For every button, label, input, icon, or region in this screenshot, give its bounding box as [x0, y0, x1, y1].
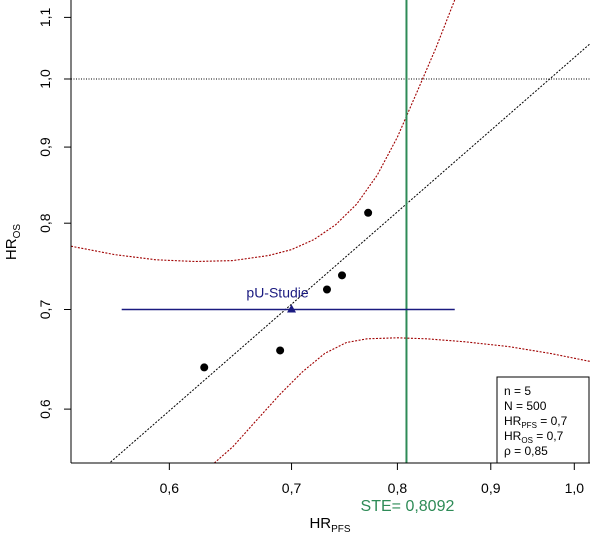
legend-entry-4: HROS = 0,7 — [504, 429, 564, 445]
x-tick-label: 0,8 — [388, 480, 408, 496]
y-axis-title: HROS — [3, 224, 23, 260]
study-label: pU-Studie — [246, 284, 308, 300]
x-tick-label: 0,6 — [160, 480, 180, 496]
x-axis-title: HRPFS — [309, 515, 350, 535]
legend-entry-1: n = 5 — [504, 384, 531, 398]
legend-entry-5: ρ = 0,85 — [504, 444, 548, 458]
data-point-1 — [200, 363, 209, 372]
regression-line — [108, 43, 590, 463]
y-tick-label: 0,8 — [37, 213, 53, 233]
legend-box — [496, 376, 590, 464]
prediction-band-lower — [213, 337, 590, 463]
data-point-2 — [276, 346, 285, 355]
x-tick-label: 1,0 — [565, 480, 585, 496]
y-tick-label: 0,9 — [37, 137, 53, 157]
data-point-5 — [364, 208, 373, 217]
y-tick-label: 1,1 — [37, 7, 53, 27]
y-tick-label: 1,0 — [37, 69, 53, 89]
legend-entry-3: HRPFS = 0,7 — [504, 414, 568, 430]
prediction-band-upper — [71, 0, 456, 263]
x-tick-label: 0,7 — [282, 480, 302, 496]
ste-label: STE= 0,8092 — [361, 498, 455, 515]
y-tick-label: 0,6 — [37, 399, 53, 419]
data-point-3 — [322, 285, 331, 294]
legend-entry-2: N = 500 — [504, 399, 547, 413]
y-tick-label: 0,7 — [37, 300, 53, 320]
data-point-4 — [338, 271, 347, 280]
study-point-marker — [287, 304, 297, 313]
x-tick-label: 0,9 — [481, 480, 501, 496]
